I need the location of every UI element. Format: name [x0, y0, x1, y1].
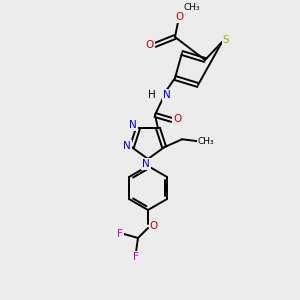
Text: H: H	[148, 90, 156, 100]
Text: O: O	[150, 221, 158, 231]
Text: CH₃: CH₃	[184, 4, 200, 13]
Text: N: N	[163, 90, 171, 100]
Text: O: O	[173, 114, 181, 124]
Text: N: N	[123, 141, 131, 151]
Text: N: N	[129, 120, 137, 130]
Text: O: O	[146, 40, 154, 50]
Text: O: O	[176, 12, 184, 22]
Text: F: F	[133, 252, 139, 262]
Text: N: N	[142, 159, 150, 169]
Text: S: S	[223, 35, 229, 45]
Text: F: F	[117, 229, 123, 239]
Text: CH₃: CH₃	[198, 137, 214, 146]
